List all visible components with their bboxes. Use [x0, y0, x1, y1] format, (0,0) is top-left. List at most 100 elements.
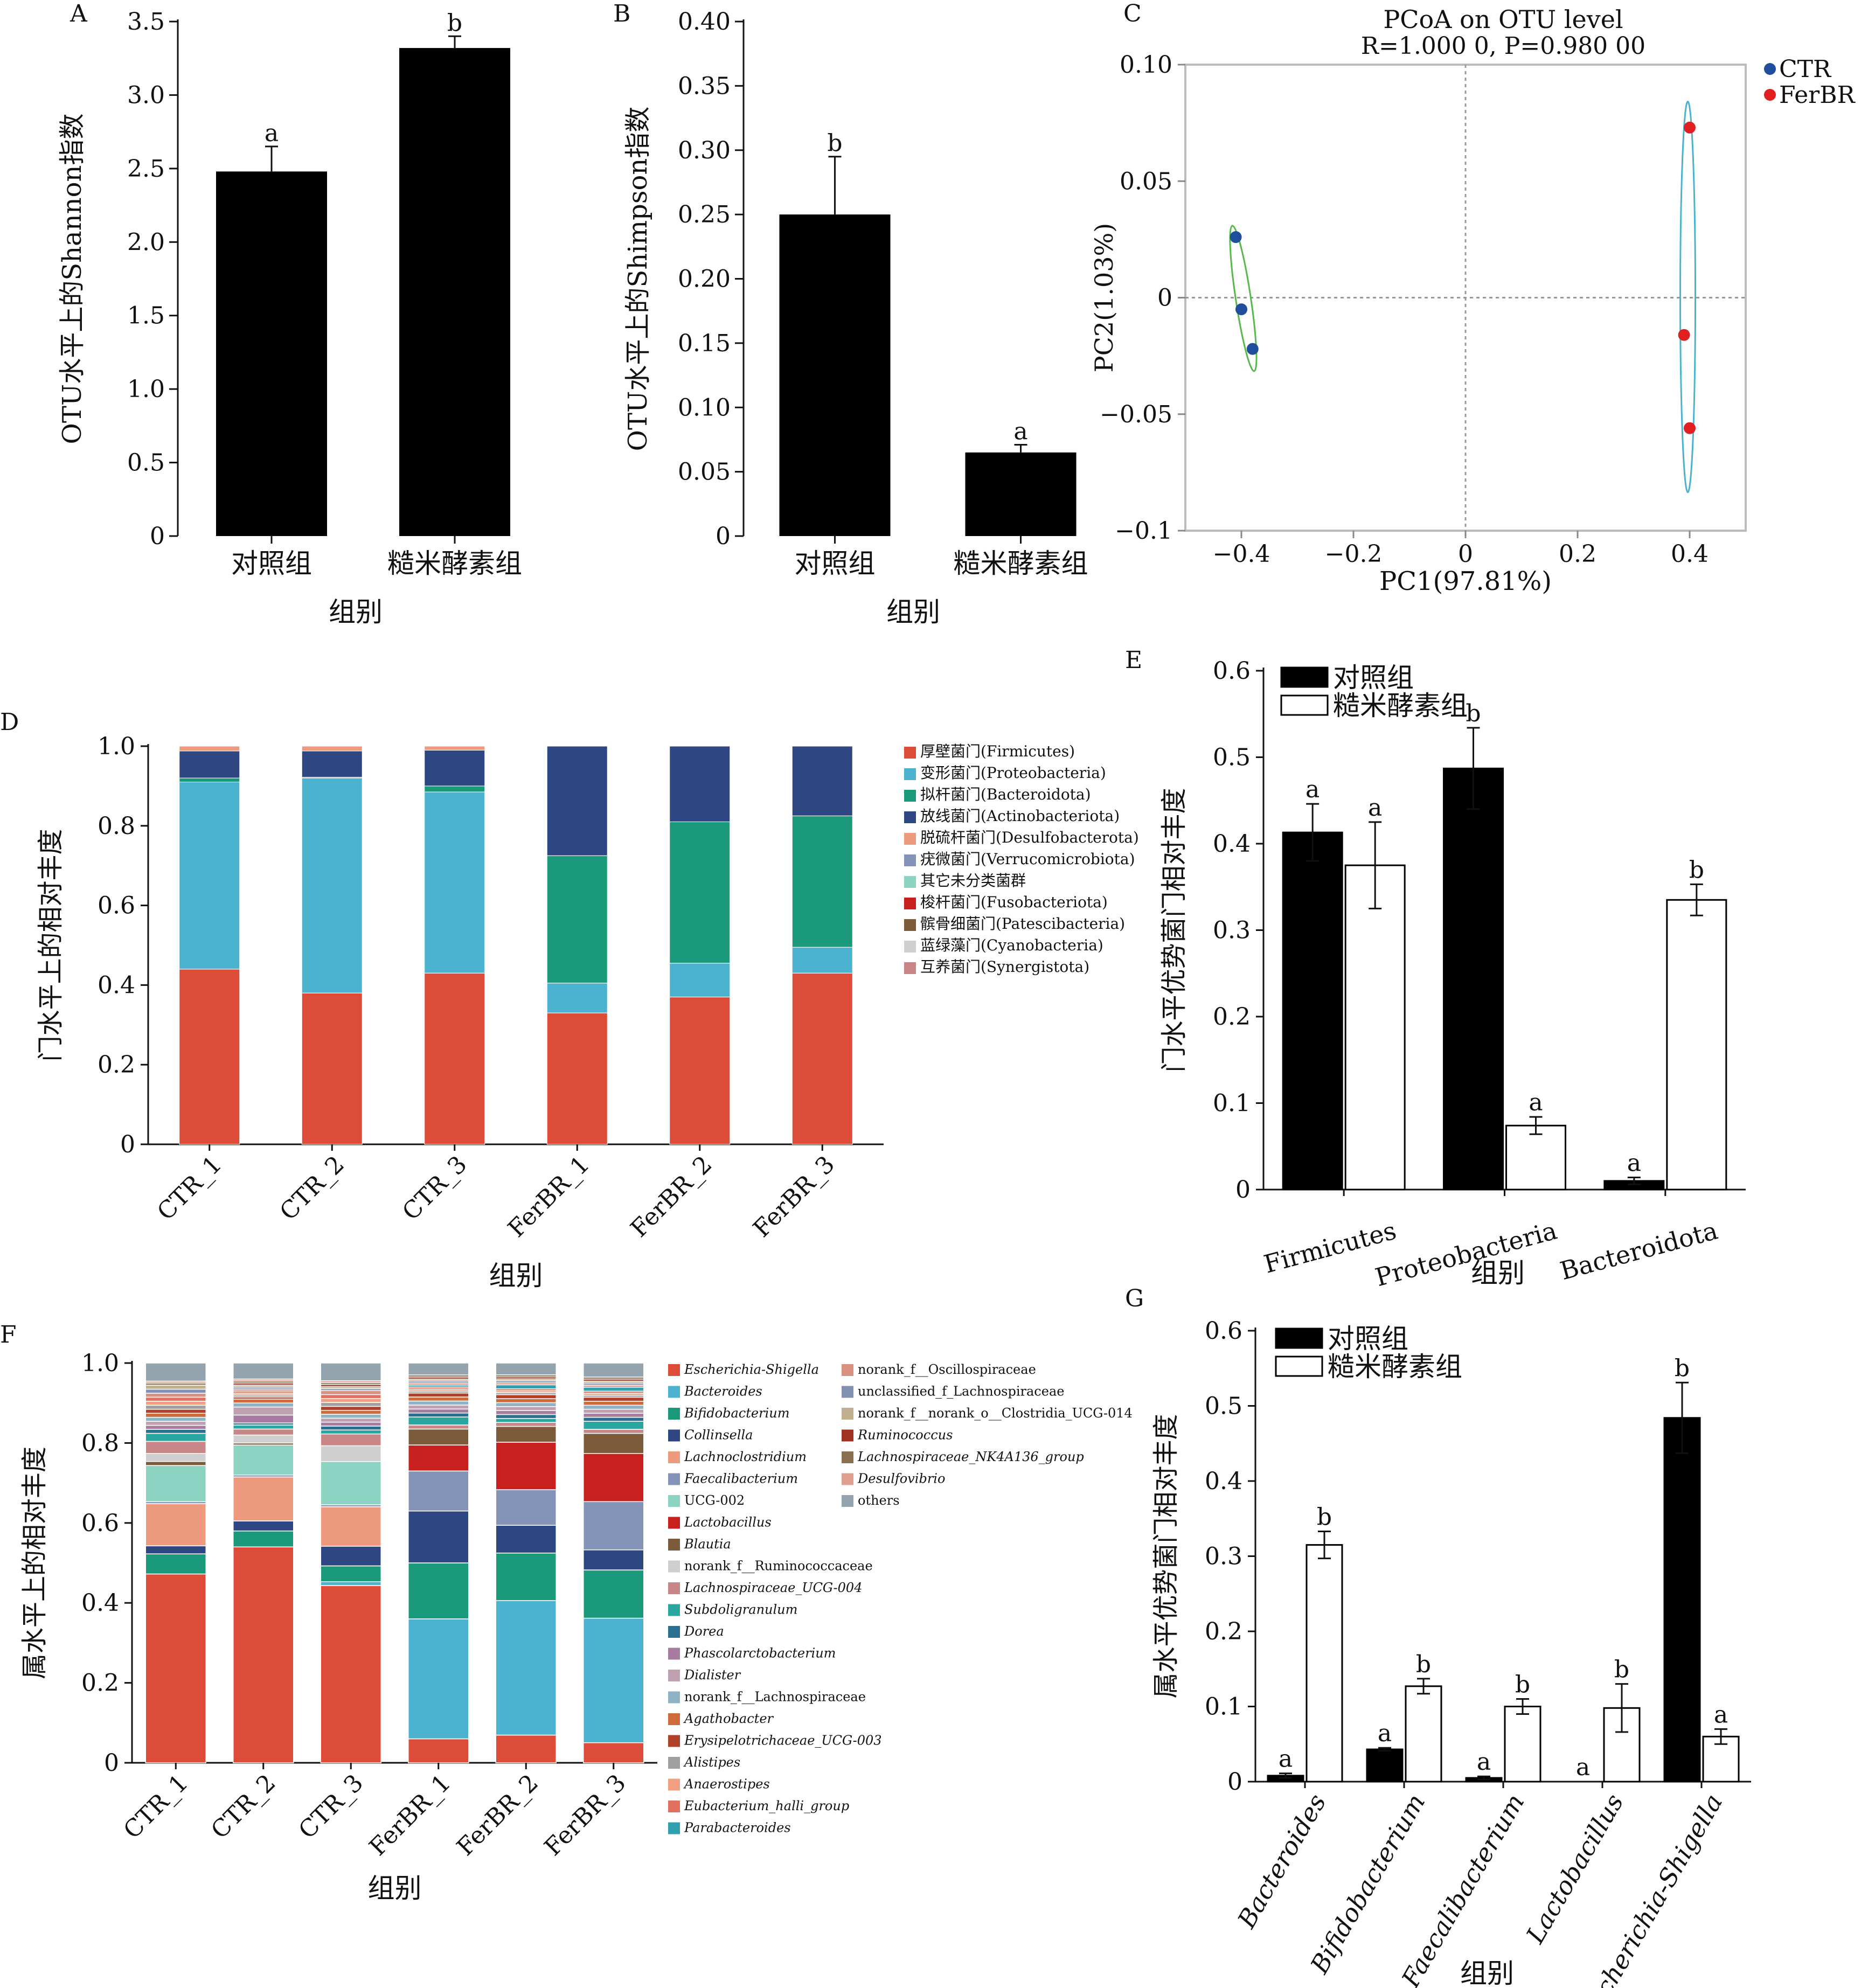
y-tick-label: 0.35	[678, 72, 731, 100]
segment-f-1-9	[233, 1434, 294, 1444]
y-tick-label: 1.0	[127, 376, 165, 403]
legend-swatch	[1280, 666, 1329, 688]
segment-f-5-1	[583, 1617, 644, 1743]
segment-f-4-11	[495, 1418, 557, 1423]
legend-label: Collinsella	[684, 1428, 753, 1443]
significance-letter: b	[827, 130, 842, 157]
segment-f-2-12	[320, 1426, 381, 1431]
segment-f-1-0	[233, 1546, 294, 1763]
y-tick-label: 0	[120, 1131, 135, 1158]
panel-letter-e: E	[1125, 647, 1142, 674]
bar-e-0-1	[1344, 864, 1406, 1191]
segment-f-2-0	[320, 1585, 381, 1763]
legend-label: Dorea	[684, 1624, 724, 1639]
bar-b-1	[965, 452, 1077, 536]
segment-d-0-2	[179, 777, 240, 783]
y-tick-label: 0.2	[98, 1051, 135, 1079]
segment-d-2-2	[424, 786, 485, 793]
y-tick-label: 0.8	[81, 1429, 119, 1457]
y-tick-label: 0.1	[1205, 1693, 1242, 1721]
legend-label: Bifidobacterium	[684, 1406, 789, 1421]
legend-swatch	[668, 1582, 680, 1594]
y-tick-label: 0.5	[127, 449, 165, 477]
segment-f-2-14	[320, 1417, 381, 1423]
x-tick-label: FerBR_1	[364, 1769, 456, 1861]
y-axis-title: 门水平上的相对丰度	[36, 829, 66, 1061]
segment-f-4-13	[495, 1410, 557, 1415]
y-tick-label: 0.10	[1120, 51, 1172, 79]
x-tick-label: CTR_1	[152, 1151, 227, 1226]
segment-d-0-0	[179, 969, 240, 1145]
y-tick-label: 0.5	[1205, 1393, 1242, 1420]
y-tick-label: 0	[150, 523, 165, 550]
legend-swatch	[668, 1451, 680, 1463]
legend-label: 糙米酵素组	[1328, 1351, 1462, 1382]
significance-letter: b	[1466, 700, 1481, 727]
segment-d-4-0	[669, 997, 731, 1145]
segment-f-1-11	[233, 1424, 294, 1430]
legend-label: Parabacteroides	[684, 1820, 791, 1836]
segment-d-5-2	[791, 815, 853, 948]
legend-label: CTR	[1779, 55, 1832, 83]
legend-swatch	[668, 1822, 680, 1834]
legend-label: 梭杆菌门(Fusobacteriota)	[920, 893, 1108, 911]
y-tick-label: 1.5	[127, 302, 165, 330]
x-tick-label: Bacteroidota	[1557, 1215, 1721, 1285]
y-tick-label: 1.0	[81, 1350, 119, 1377]
x-tick-label: CTR_2	[275, 1151, 350, 1226]
legend-label: Subdoligranulum	[684, 1602, 797, 1617]
segment-f-4-3	[495, 1525, 557, 1554]
segment-f-0-0	[145, 1573, 206, 1763]
y-axis-title: 门水平优势菌门相对丰度	[1159, 788, 1189, 1072]
y-tick-label: 0.6	[1213, 657, 1251, 685]
legend-swatch	[668, 1648, 680, 1660]
segment-f-2-22	[320, 1390, 381, 1395]
segment-d-2-4	[424, 746, 485, 750]
segment-d-4-3	[669, 746, 731, 822]
segment-f-4-0	[495, 1734, 557, 1763]
segment-f-1-6	[233, 1444, 294, 1476]
segment-f-1-28	[233, 1363, 294, 1380]
legend-label: norank_f__Ruminococcaceae	[684, 1559, 873, 1574]
segment-d-5-1	[791, 947, 853, 974]
y-tick-label: 0.10	[678, 394, 731, 421]
legend-label: unclassified_f_Lachnospiraceae	[858, 1384, 1064, 1399]
segment-f-5-5	[583, 1501, 644, 1551]
y-tick-label: 0.05	[678, 458, 731, 486]
legend-label: UCG-002	[684, 1493, 745, 1508]
point-ferbr-1	[1678, 329, 1690, 341]
y-tick-label: 0.6	[98, 892, 135, 920]
segment-f-2-18	[320, 1402, 381, 1407]
legend-label: Blautia	[684, 1537, 731, 1552]
legend-label: Anaerostipes	[683, 1777, 770, 1792]
segment-f-0-22	[145, 1393, 206, 1398]
y-tick-label: 0	[104, 1749, 119, 1777]
segment-f-3-15	[408, 1400, 469, 1406]
segment-f-4-21	[495, 1384, 557, 1389]
legend-label: norank_f__Lachnospiraceae	[684, 1690, 866, 1705]
segment-f-0-6	[145, 1465, 206, 1503]
segment-f-2-9	[320, 1445, 381, 1462]
legend-swatch	[668, 1495, 680, 1507]
segment-f-4-17	[495, 1394, 557, 1399]
segment-f-5-13	[583, 1413, 644, 1418]
segment-f-5-2	[583, 1569, 644, 1619]
y-tick-label: 3.0	[127, 81, 165, 109]
x-tick-label: −0.4	[1213, 540, 1270, 568]
bar-g-1-0	[1366, 1748, 1404, 1783]
y-tick-label: 0.4	[81, 1589, 119, 1617]
segment-f-5-8	[583, 1433, 644, 1454]
segment-f-5-12	[583, 1416, 644, 1422]
segment-f-0-19	[145, 1401, 206, 1406]
panel-letter-d: D	[0, 708, 19, 736]
segment-f-5-21	[583, 1386, 644, 1392]
legend-swatch	[1275, 1327, 1323, 1349]
x-tick-label: FerBR_3	[539, 1769, 631, 1861]
segment-f-3-16	[408, 1396, 469, 1402]
segment-f-1-13	[233, 1414, 294, 1424]
y-tick-label: −0.1	[1115, 517, 1172, 545]
legend-swatch	[842, 1451, 853, 1463]
segment-f-4-14	[495, 1406, 557, 1411]
legend-label: Faecalibacterium	[684, 1471, 798, 1486]
y-tick-label: 0.2	[1213, 1003, 1251, 1031]
